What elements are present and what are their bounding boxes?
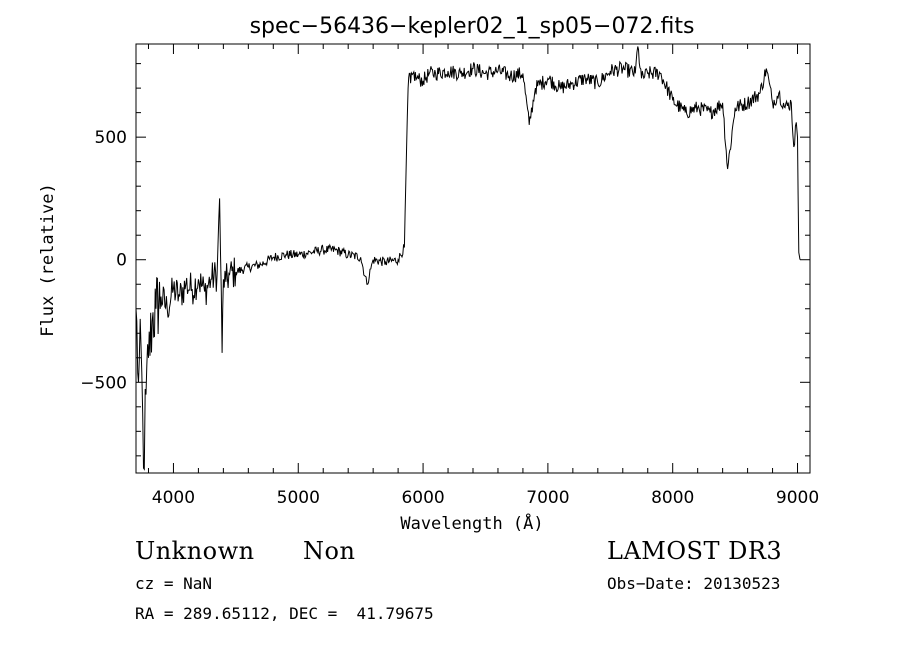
spectrum-series-line (135, 46, 801, 471)
x-tick-label: 6000 (401, 488, 444, 508)
chart-title: spec−56436−kepler02_1_sp05−072.fits (250, 14, 695, 39)
obs-date: Obs−Date: 20130523 (607, 574, 781, 593)
object-class: Non (303, 537, 356, 565)
coordinates: RA = 289.65112, DEC = 41.79675 (135, 604, 434, 623)
y-axis-label: Flux (relative) (38, 183, 58, 337)
x-tick-label: 9000 (776, 488, 819, 508)
y-tick-label: −500 (80, 373, 127, 393)
y-tick-label: 500 (95, 128, 127, 148)
axis-tick-labels: 4000 5000 6000 7000 8000 9000 −500 0 500 (80, 128, 819, 508)
x-tick-label: 4000 (152, 488, 195, 508)
y-tick-label: 0 (116, 251, 127, 271)
axis-ticks (136, 44, 810, 473)
survey-name: LAMOST DR3 (607, 537, 783, 565)
x-tick-label: 8000 (651, 488, 694, 508)
cz-value: cz = NaN (135, 574, 213, 593)
x-tick-label: 5000 (277, 488, 320, 508)
x-axis-label: Wavelength (Å) (400, 512, 543, 534)
object-name: Unknown (135, 537, 255, 565)
x-tick-label: 7000 (526, 488, 569, 508)
